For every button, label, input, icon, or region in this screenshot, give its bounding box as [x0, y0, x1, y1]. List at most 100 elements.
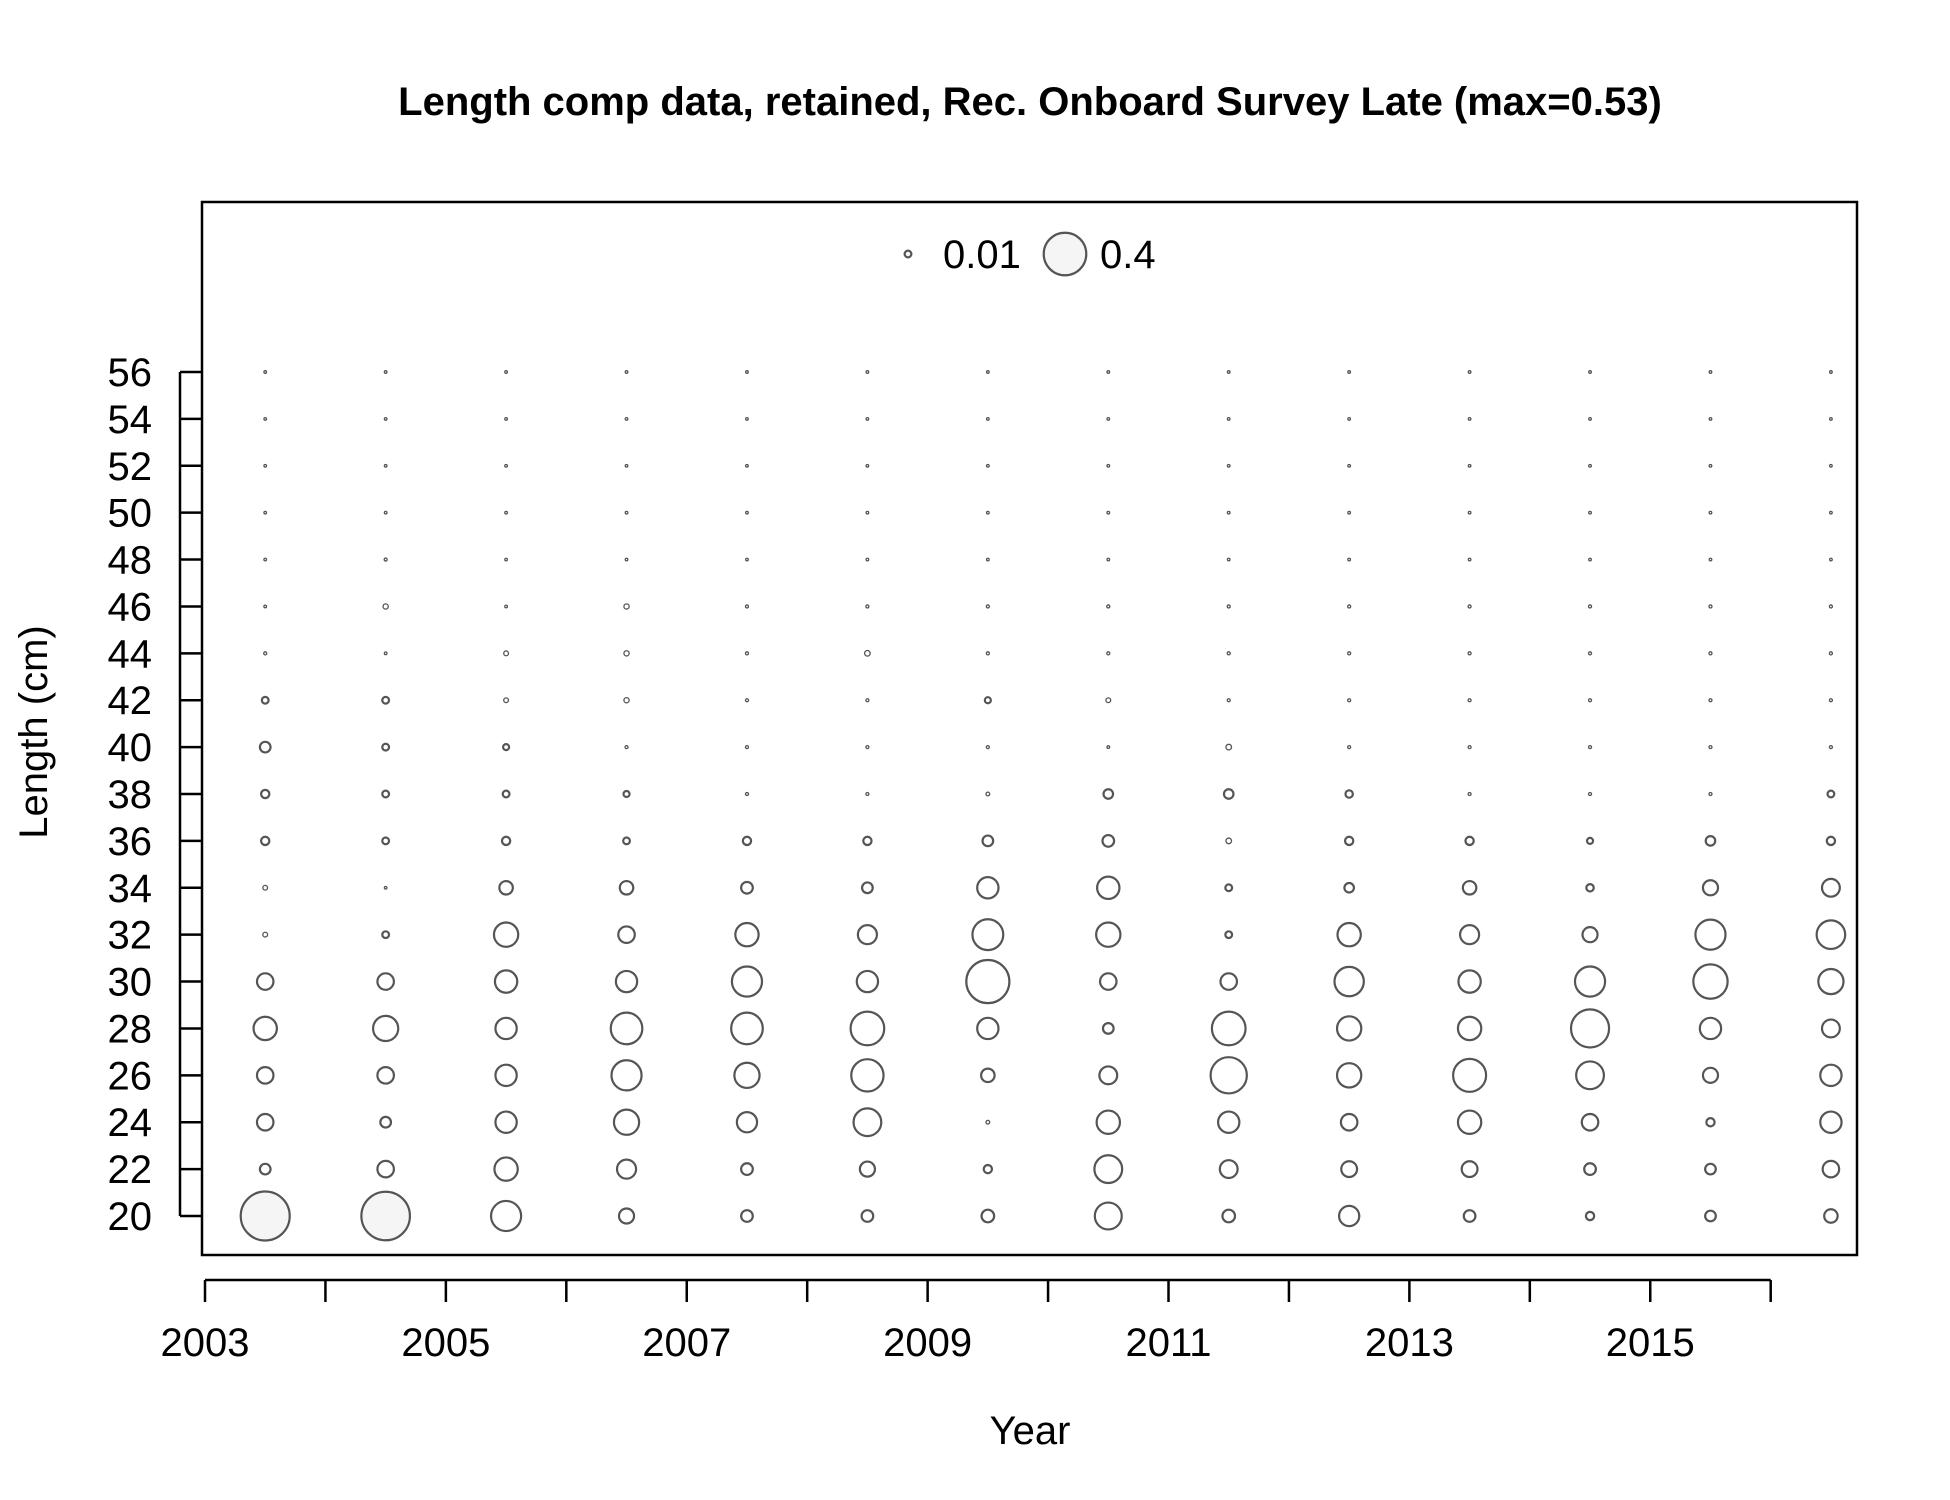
bubble	[865, 463, 870, 468]
y-tick-label: 42	[108, 679, 153, 723]
x-axis: 2003 2005 2007 2009 2011 2013 2015	[161, 1278, 1772, 1365]
bubble	[624, 557, 629, 562]
plot-frame	[200, 200, 1859, 1257]
bubble	[1347, 557, 1352, 562]
bubble	[865, 416, 870, 421]
bubble	[1101, 1022, 1115, 1035]
bubble	[1452, 1057, 1488, 1093]
bubble	[1820, 877, 1841, 898]
bubble	[1588, 416, 1592, 421]
bubble	[852, 1107, 883, 1138]
bubble	[1708, 791, 1713, 797]
bubble	[1585, 882, 1595, 893]
bubble	[1226, 463, 1231, 468]
bubble	[360, 1190, 412, 1242]
bubble	[733, 1061, 761, 1090]
bubble	[504, 463, 509, 468]
bubble	[262, 884, 269, 891]
bubble	[623, 696, 630, 704]
bubble	[1588, 463, 1592, 468]
bubble	[1347, 698, 1352, 703]
bubble	[1587, 744, 1593, 750]
bubble	[982, 1163, 994, 1175]
bubble	[1098, 972, 1118, 991]
bubble	[1347, 651, 1352, 656]
bubble	[1587, 698, 1593, 703]
y-tick-label: 38	[108, 773, 153, 817]
bubble	[985, 1119, 991, 1125]
bubble	[730, 1011, 764, 1046]
y-tick-label: 46	[108, 585, 153, 629]
bubble	[1828, 604, 1834, 609]
bubble	[501, 743, 511, 752]
bubble	[1467, 744, 1472, 750]
bubble	[1106, 370, 1111, 374]
bubble	[1102, 788, 1115, 800]
bubble	[1708, 416, 1713, 421]
bubble	[740, 880, 754, 895]
bubble	[1340, 1160, 1359, 1179]
y-tick-label: 48	[108, 539, 153, 583]
bubble	[383, 463, 388, 468]
bubble	[865, 698, 870, 703]
bubble	[624, 510, 629, 515]
bubble	[1347, 604, 1352, 609]
bubble	[493, 1156, 519, 1182]
bubble	[1106, 651, 1111, 656]
bubble	[617, 1207, 636, 1225]
bubble	[865, 557, 870, 562]
bubble	[1224, 930, 1234, 940]
bubble	[1588, 510, 1592, 515]
bubble	[730, 965, 764, 998]
bubble	[865, 744, 870, 750]
bubble	[376, 1159, 396, 1179]
bubble	[744, 651, 750, 656]
bubble	[865, 510, 870, 515]
bubble	[744, 698, 750, 703]
bubble	[371, 1014, 400, 1043]
bubble	[255, 972, 275, 991]
bubble	[1820, 1018, 1841, 1039]
bubble	[1588, 557, 1592, 562]
bubble	[860, 881, 874, 895]
bubble	[263, 370, 268, 374]
bubble	[1828, 510, 1833, 515]
y-tick-label: 32	[108, 914, 153, 958]
bubble	[381, 695, 391, 705]
bubble	[1456, 1015, 1483, 1042]
y-tick-label: 56	[108, 351, 153, 395]
bubble	[1588, 370, 1592, 374]
bubble	[1347, 744, 1352, 750]
bubble	[1209, 1056, 1248, 1095]
bubble	[1093, 1201, 1123, 1231]
bubble	[1828, 744, 1834, 750]
bubble	[376, 1065, 396, 1085]
bubble	[1467, 370, 1472, 374]
bubble	[1815, 919, 1847, 951]
legend-symbol	[903, 249, 913, 259]
bubble	[850, 1058, 885, 1093]
bubble	[1708, 744, 1713, 750]
bubble	[1708, 604, 1713, 609]
bubble	[1467, 510, 1472, 515]
bubble	[1226, 604, 1231, 609]
bubble	[1210, 1010, 1247, 1047]
bubble	[263, 416, 268, 421]
bubble	[610, 1059, 643, 1092]
bubble	[745, 463, 749, 468]
bubble	[1704, 1162, 1717, 1176]
bubble	[1105, 697, 1112, 704]
bubble	[985, 791, 991, 797]
bubble	[1819, 1063, 1843, 1088]
bubble	[1095, 1109, 1122, 1135]
bubble	[745, 510, 749, 515]
bubble	[624, 416, 629, 421]
bubble	[1347, 463, 1352, 468]
bubble	[383, 510, 388, 515]
bubble	[745, 370, 749, 374]
bubble	[1106, 463, 1111, 468]
bubble	[1828, 416, 1833, 421]
bubble	[1821, 1159, 1841, 1179]
bubble	[615, 1158, 638, 1180]
bubble	[612, 1108, 641, 1136]
